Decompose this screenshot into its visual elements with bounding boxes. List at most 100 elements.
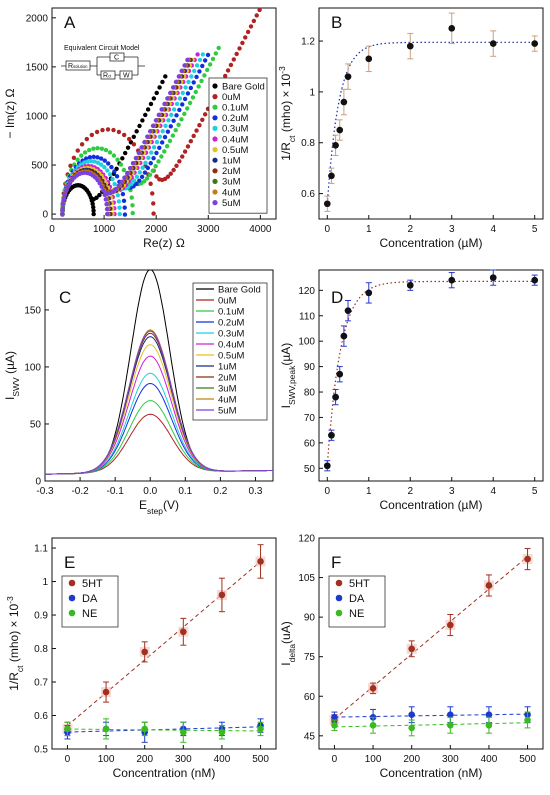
data-point (237, 46, 242, 51)
data-point (248, 24, 254, 29)
data-point (95, 160, 101, 165)
fit-line (67, 728, 261, 732)
legend-marker (212, 178, 218, 184)
legend-marker (212, 200, 218, 206)
legend-label: 0uM (218, 296, 237, 307)
data-point (125, 170, 130, 176)
x-axis-label: Concentration (nM) (380, 766, 483, 780)
data-point (191, 80, 196, 85)
data-point (182, 96, 188, 102)
inset-sub: ct (108, 74, 112, 79)
data-point (344, 73, 352, 80)
data-point (162, 134, 168, 140)
series-3um (60, 57, 191, 217)
y-axis-label: ISWV,peak(µA) (279, 343, 297, 409)
data-point (254, 13, 259, 18)
data-point (205, 67, 210, 73)
x-tick-label: 1 (366, 224, 372, 235)
data-point (154, 174, 159, 179)
inset-r: R (68, 63, 73, 70)
data-point (173, 79, 179, 85)
legend-label: 0.2uM (218, 318, 244, 329)
data-point (323, 200, 331, 208)
plot-frame (318, 269, 544, 482)
data-point (169, 112, 174, 118)
data-point (125, 145, 131, 150)
x-tick-label: 0 (65, 754, 71, 765)
y-tick-label: 0.5 (34, 745, 48, 756)
pt-point (485, 582, 493, 589)
data-point (188, 139, 194, 144)
legend-label: DA (82, 593, 98, 605)
data-point (68, 163, 73, 168)
data-point (153, 163, 158, 169)
data-point (171, 107, 177, 112)
y-axis-label: 1/Rct (mho) × 10-3 (277, 66, 297, 161)
data-point (168, 171, 173, 176)
data-point (122, 212, 128, 217)
data-point (223, 73, 228, 79)
panel-f: 0 100 200 300 400 500 45 60 75 90 105 120 5HT DA NE F Co… (279, 534, 544, 780)
data-point (120, 156, 125, 161)
data-point (336, 370, 344, 378)
data-point (105, 127, 111, 132)
data-point (97, 180, 102, 186)
data-point (177, 159, 182, 164)
data-point (151, 155, 156, 161)
data-point (213, 51, 219, 56)
data-point (115, 193, 121, 198)
legend-label: NE (82, 608, 97, 620)
y-axis-label-part: SWV,peak (287, 365, 297, 405)
data-point (194, 74, 199, 80)
x-tick-label: 3000 (197, 224, 220, 235)
x-tick-label: 200 (136, 754, 153, 765)
legend-label: 0.4uM (222, 134, 248, 145)
data-point (157, 145, 162, 150)
legend-label: DA (349, 593, 365, 605)
data-point (104, 201, 109, 207)
y-tick-label: 120 (298, 286, 315, 297)
data-point (187, 100, 193, 106)
y-tick-label: 90 (304, 613, 316, 624)
data-point (156, 112, 161, 118)
data-point (328, 431, 335, 439)
data-point (88, 158, 94, 164)
y-axis-label: 1/Rct (mho) × 10-3 (5, 596, 25, 691)
data-point (194, 63, 200, 68)
pt-point (408, 645, 415, 653)
data-point (95, 155, 100, 160)
data-point (160, 79, 165, 85)
data-point (121, 198, 127, 203)
data-point (105, 161, 111, 166)
data-point (118, 162, 124, 167)
data-point (225, 68, 231, 73)
panel-letter: D (331, 288, 343, 307)
data-point (114, 174, 120, 179)
legend-label: 4uM (218, 395, 237, 406)
y-tick-label: 60 (304, 438, 316, 449)
data-point (134, 174, 140, 179)
y-tick-label: 45 (304, 731, 316, 742)
data-point (91, 211, 96, 217)
data-point (91, 154, 96, 160)
data-point (210, 56, 216, 62)
data-point (162, 101, 167, 107)
fit-line (334, 713, 528, 718)
data-point (182, 111, 187, 117)
data-point (140, 165, 145, 170)
x-axis-label: Re(z) Ω (143, 236, 185, 250)
data-point (159, 154, 164, 159)
plot-frame (318, 7, 544, 220)
pt-point (102, 725, 110, 733)
panel-letter: A (64, 13, 76, 32)
y-tick-label: 110 (299, 311, 315, 322)
y-axis-label-part: I (279, 662, 293, 665)
panel-b: 0 1 2 3 4 5 0.6 0.8 1 1.2 B Concentration (µM) 1/Rct… (277, 7, 544, 250)
data-point (129, 195, 134, 200)
circuit-inset: Equivalent Circuit Model Rsolution C Rct W (61, 45, 145, 80)
data-point (196, 84, 201, 89)
y-tick-label: 90 (304, 362, 316, 373)
data-point (182, 149, 188, 154)
x-tick-label: 0 (325, 224, 331, 235)
